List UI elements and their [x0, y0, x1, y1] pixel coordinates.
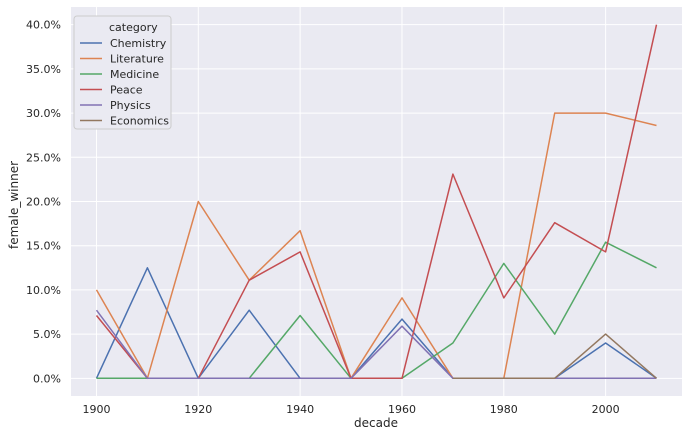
series-line-literature [95, 112, 657, 380]
y-tick-label: 5.0% [33, 328, 61, 341]
x-tick-label: 1900 [82, 403, 110, 416]
legend-label-medicine: Medicine [110, 68, 159, 81]
y-tick-label: 30.0% [26, 107, 61, 120]
legend-label-physics: Physics [110, 99, 151, 112]
series-line-economics [452, 333, 657, 380]
series-lines [95, 24, 658, 380]
x-ticks: 1900 1920 1940 1960 1980 2000 [82, 403, 619, 416]
legend-items: Chemistry Literature Medicine Peace Physics E… [80, 37, 169, 128]
y-tick-label: 25.0% [26, 151, 61, 164]
y-ticks: 0.0% 5.0% 10.0% 15.0% 20.0% 25.0% 30.0% 35.0% 40… [26, 19, 61, 386]
y-tick-label: 20.0% [26, 196, 61, 209]
series-line-chemistry [95, 267, 657, 380]
x-tick-label: 2000 [592, 403, 620, 416]
legend-label-chemistry: Chemistry [110, 37, 167, 50]
legend-label-literature: Literature [110, 53, 164, 66]
x-tick-label: 1920 [184, 403, 212, 416]
y-tick-label: 40.0% [26, 19, 61, 32]
x-axis-title: decade [354, 416, 398, 430]
x-tick-label: 1960 [388, 403, 416, 416]
legend-box [73, 15, 172, 130]
y-tick-label: 15.0% [26, 240, 61, 253]
legend-label-peace: Peace [110, 84, 143, 97]
legend-label-economics: Economics [110, 115, 169, 128]
y-tick-label: 0.0% [33, 372, 61, 385]
series-line-physics [95, 309, 657, 380]
y-axis-title: female_winner [7, 161, 21, 249]
y-tick-label: 10.0% [26, 284, 61, 297]
legend: category Chemistry Literature Medicine Peac… [73, 15, 172, 130]
y-tick-label: 35.0% [26, 63, 61, 76]
x-tick-label: 1980 [490, 403, 518, 416]
x-tick-label: 1940 [286, 403, 314, 416]
legend-title: category [109, 21, 158, 34]
